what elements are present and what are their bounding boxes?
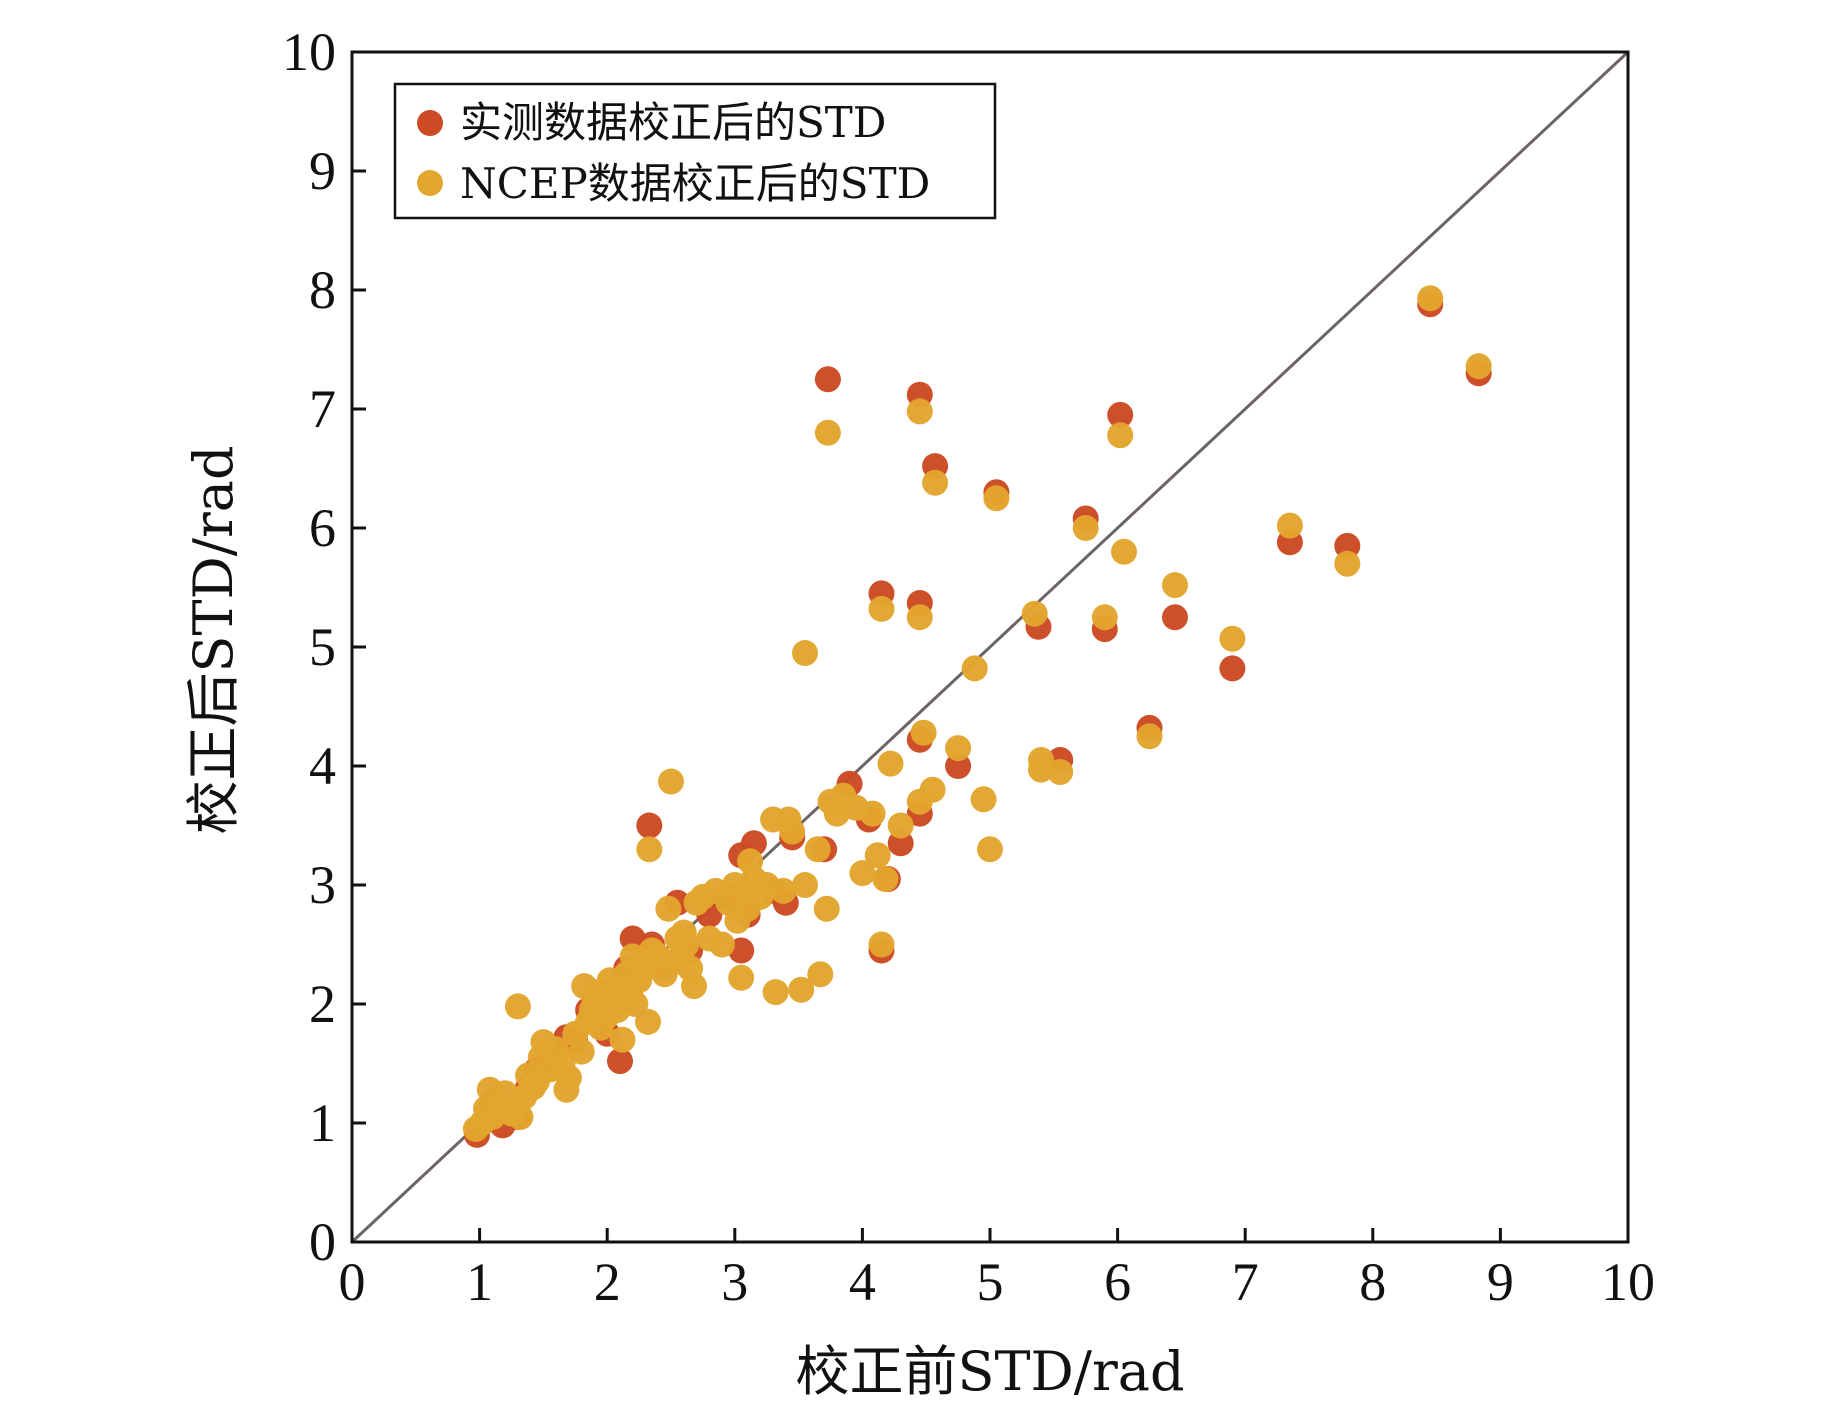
data-point-ncep — [779, 818, 806, 845]
data-point-ncep — [804, 836, 831, 863]
data-point-ncep — [961, 655, 988, 682]
data-point-ncep — [887, 812, 914, 839]
data-point-ncep — [872, 866, 899, 892]
x-tick-label: 10 — [1601, 1252, 1655, 1312]
data-point-ncep — [814, 419, 841, 446]
y-tick-label: 7 — [309, 379, 336, 439]
x-axis-title: 校正前STD/rad — [795, 1340, 1184, 1403]
data-point-ncep — [788, 976, 815, 1003]
data-point-ncep — [868, 931, 895, 958]
data-point-ncep — [507, 1104, 534, 1130]
data-point-measured — [607, 1048, 633, 1075]
data-point-ncep — [635, 1008, 661, 1035]
y-axis-title: 校正后STD/rad — [182, 445, 245, 834]
data-point-ncep — [673, 931, 700, 958]
data-point-ncep — [609, 1026, 636, 1053]
data-point-measured — [636, 812, 663, 839]
x-tick-label: 2 — [594, 1252, 621, 1312]
data-point-ncep — [922, 469, 949, 496]
data-point-ncep — [1091, 604, 1118, 631]
legend-label-measured: 实测数据校正后的STD — [460, 98, 886, 147]
x-tick-label: 9 — [1487, 1252, 1514, 1312]
data-point-ncep — [1111, 538, 1137, 565]
data-point-ncep — [658, 768, 684, 795]
data-point-ncep — [849, 860, 876, 887]
data-point-ncep — [709, 931, 735, 958]
data-point-measured — [1162, 604, 1188, 631]
x-tick-label: 0 — [339, 1252, 366, 1312]
data-point-ncep — [910, 719, 937, 746]
y-tick-label: 3 — [309, 855, 336, 915]
data-point-ncep — [681, 973, 707, 1000]
points-layer — [462, 285, 1492, 1148]
y-tick-label: 8 — [309, 260, 336, 320]
data-point-ncep — [919, 776, 946, 803]
x-tick-label: 8 — [1359, 1252, 1386, 1312]
legend: 实测数据校正后的STD NCEP数据校正后的STD — [393, 82, 997, 220]
data-point-ncep — [807, 961, 834, 988]
y-tick-label: 4 — [309, 736, 336, 796]
data-point-ncep — [906, 604, 933, 631]
data-point-ncep — [1219, 625, 1246, 652]
x-tick-label: 4 — [849, 1252, 876, 1312]
data-point-ncep — [1072, 515, 1099, 541]
x-tick-label: 5 — [977, 1252, 1004, 1312]
legend-label-ncep: NCEP数据校正后的STD — [460, 159, 930, 208]
data-point-measured — [887, 830, 914, 857]
x-tick-label: 7 — [1232, 1252, 1259, 1312]
y-tick-label: 9 — [309, 141, 336, 201]
data-point-ncep — [859, 800, 886, 827]
x-tick-label: 3 — [721, 1252, 748, 1312]
x-tick-label: 6 — [1104, 1252, 1131, 1312]
data-point-ncep — [983, 485, 1010, 512]
data-point-measured — [945, 753, 972, 779]
legend-marker-ncep — [417, 170, 443, 196]
x-tick-label: 1 — [466, 1252, 493, 1312]
legend-box — [393, 82, 997, 220]
data-point-ncep — [792, 872, 818, 898]
data-point-ncep — [568, 1038, 595, 1065]
data-point-ncep — [945, 735, 972, 762]
y-tick-label: 0 — [309, 1212, 336, 1272]
y-tick-label: 5 — [309, 617, 336, 677]
data-point-ncep — [504, 993, 531, 1020]
data-point-ncep — [1334, 550, 1361, 577]
data-point-ncep — [555, 1064, 582, 1091]
data-point-ncep — [877, 750, 904, 777]
legend-marker-measured — [417, 110, 443, 136]
data-point-ncep — [1465, 353, 1492, 380]
y-tick-label: 6 — [309, 498, 336, 558]
data-point-measured — [1107, 401, 1134, 428]
data-point-measured — [1219, 655, 1246, 682]
data-point-ncep — [977, 836, 1003, 863]
data-point-ncep — [906, 398, 933, 425]
data-point-ncep — [1028, 756, 1054, 783]
data-point-ncep — [813, 895, 840, 922]
data-point-ncep — [864, 842, 891, 869]
data-point-ncep — [1162, 572, 1188, 599]
y-tick-label: 1 — [309, 1093, 336, 1153]
data-point-ncep — [770, 877, 797, 904]
data-point-ncep — [1021, 600, 1048, 627]
data-point-ncep — [636, 836, 663, 863]
data-point-ncep — [970, 786, 997, 813]
data-point-ncep — [868, 595, 895, 622]
axes-layer: 0 1 2 3 4 5 6 7 8 9 10 0 1 2 3 4 5 6 7 8 9 10 — [282, 22, 1655, 1312]
data-point-ncep — [1136, 723, 1163, 750]
data-point-ncep — [762, 979, 789, 1006]
data-point-ncep — [792, 640, 818, 666]
data-point-ncep — [655, 895, 682, 922]
data-point-ncep — [728, 964, 755, 991]
data-point-measured — [814, 366, 841, 393]
data-point-measured — [1334, 532, 1361, 559]
data-point-ncep — [1107, 422, 1134, 449]
y-tick-label: 2 — [309, 974, 336, 1034]
data-point-ncep — [1047, 759, 1074, 785]
data-point-ncep — [1417, 285, 1444, 312]
y-tick-label: 10 — [282, 22, 336, 82]
data-point-ncep — [1276, 512, 1303, 539]
